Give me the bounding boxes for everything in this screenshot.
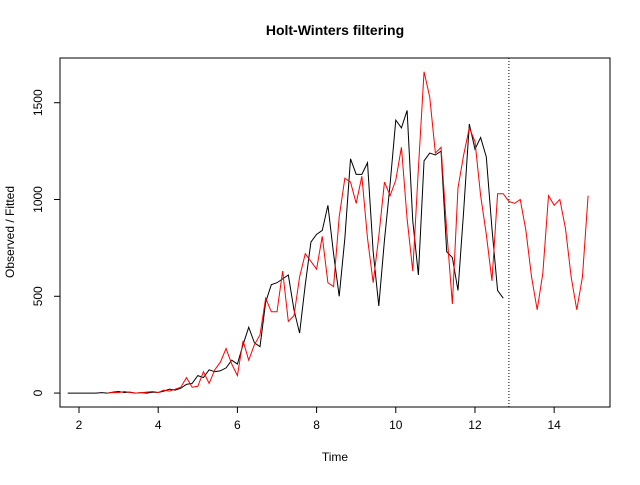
y-tick-label: 500 — [31, 286, 45, 306]
x-tick-label: 12 — [468, 418, 482, 432]
x-tick-label: 6 — [234, 418, 241, 432]
plot-box — [59, 57, 611, 408]
x-tick-label: 2 — [76, 418, 83, 432]
x-axis-label: Time — [322, 450, 349, 464]
series-line — [107, 71, 589, 394]
x-tick-label: 14 — [547, 418, 561, 432]
chart-title: Holt-Winters filtering — [266, 22, 404, 38]
x-tick-label: 4 — [155, 418, 162, 432]
x-tick-label: 8 — [313, 418, 320, 432]
y-tick-label: 0 — [31, 389, 45, 396]
y-axis-label: Observed / Fitted — [3, 186, 17, 278]
y-tick-label: 1000 — [31, 186, 45, 213]
x-tick-label: 10 — [389, 418, 403, 432]
series-line — [67, 110, 504, 394]
y-tick-label: 1500 — [31, 89, 45, 116]
